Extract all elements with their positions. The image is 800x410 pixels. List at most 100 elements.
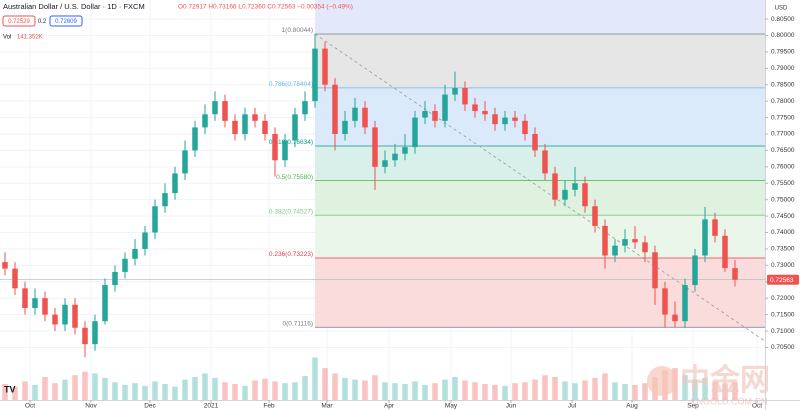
volume-bar: [552, 376, 558, 400]
y-tick-label: 0.71000: [771, 328, 795, 335]
y-tick-label: 0.74500: [771, 213, 795, 220]
fib-zone: [315, 34, 765, 88]
volume-bar: [232, 384, 238, 400]
y-tick-label: 0.70500: [771, 344, 795, 351]
candle-body: [322, 48, 328, 85]
volume-bar: [192, 376, 198, 400]
candle-body: [362, 107, 368, 128]
volume-bar: [522, 382, 528, 400]
candle-body: [132, 248, 138, 259]
volume-bar: [412, 381, 418, 400]
candle-body: [562, 189, 568, 200]
candle-body: [452, 88, 458, 95]
candle-body: [222, 101, 228, 121]
candle-body: [302, 101, 308, 115]
volume-bar: [32, 384, 38, 400]
volume-bar: [242, 385, 248, 400]
fib-label: 1(0.80044): [282, 27, 313, 34]
y-tick-label: 0.71500: [771, 311, 795, 318]
candle-body: [412, 117, 418, 148]
volume-bar: [62, 379, 68, 400]
x-tick-label: Aug: [626, 403, 638, 410]
volume-bar: [222, 382, 228, 400]
volume-bar: [212, 377, 218, 400]
volume-bar: [82, 371, 88, 400]
candle-body: [542, 150, 548, 174]
candle-body: [42, 298, 48, 315]
volume-bar: [452, 376, 458, 400]
currency[interactable]: USD: [775, 6, 788, 12]
y-tick-label: 0.79500: [771, 49, 795, 56]
volume-bar: [112, 382, 118, 400]
ask-box[interactable]: [49, 15, 83, 27]
candle-body: [692, 255, 698, 286]
candle-body: [442, 94, 448, 121]
volume-bar: [722, 383, 728, 400]
candle-body: [32, 298, 38, 309]
candle-body: [732, 268, 738, 280]
candle-body: [252, 114, 258, 121]
volume-bar: [392, 383, 398, 400]
candle-body: [722, 235, 728, 269]
candle-body: [162, 193, 168, 207]
y-tick-label: 0.77500: [771, 114, 795, 121]
fib-label: 0.5(0.75580): [276, 174, 313, 181]
fib-label: 0.786(0.78404): [269, 81, 313, 88]
ohlc: O0.72917 H0.73166 L0.72360 C0.72563 −0.0…: [178, 4, 353, 11]
volume-label: Vol: [3, 35, 11, 41]
volume-bar: [272, 381, 278, 400]
volume-bar: [252, 380, 258, 400]
candle-body: [632, 239, 638, 243]
fib-zone: [315, 258, 765, 328]
x-tick-label: Mar: [321, 403, 333, 410]
x-tick-label: Dec: [144, 403, 156, 410]
volume-bar: [322, 368, 328, 400]
fib-zone: [315, 0, 765, 35]
candle-body: [642, 242, 648, 253]
candle-body: [82, 327, 88, 345]
volume-bar: [472, 382, 478, 400]
fib-zone: [315, 180, 765, 216]
volume-bar: [262, 378, 268, 400]
candle-body: [662, 288, 668, 315]
x-tick-label: Oct: [25, 403, 35, 410]
bid-box[interactable]: [2, 15, 36, 27]
volume-bar: [52, 383, 58, 400]
y-tick-label: 0.80500: [771, 16, 795, 23]
volume-bar: [542, 375, 548, 400]
volume-bar: [72, 375, 78, 400]
y-tick-label: 0.77000: [771, 131, 795, 138]
volume-bar: [152, 381, 158, 400]
trend-line: [314, 33, 766, 342]
volume-bar: [442, 379, 448, 400]
y-tick-label: 0.73500: [771, 246, 795, 253]
candle-body: [232, 120, 238, 134]
candle-body: [402, 147, 408, 154]
volume-bar: [132, 383, 138, 400]
y-tick-label: 0.79000: [771, 65, 795, 72]
volume-bar: [372, 375, 378, 400]
candle-body: [682, 285, 688, 322]
volume-bar: [702, 377, 708, 400]
candle-body: [102, 285, 108, 322]
candle-body: [702, 219, 708, 256]
volume-bar: [362, 380, 368, 400]
volume-bar: [572, 383, 578, 400]
volume-bar: [422, 384, 428, 400]
candle-body: [92, 321, 98, 345]
candle-body: [242, 114, 248, 134]
volume-bar: [582, 380, 588, 400]
volume-bar: [712, 381, 718, 400]
candle-body: [202, 114, 208, 128]
price-axis: [766, 0, 800, 400]
volume-bar: [122, 384, 128, 400]
x-tick-label: 2021: [204, 403, 219, 410]
volume-bar: [602, 373, 608, 400]
volume-bar: [302, 376, 308, 400]
axes: 0.705000.710000.715000.720000.725000.730…: [25, 16, 799, 410]
y-tick-label: 0.76000: [771, 164, 795, 171]
candle-body: [502, 117, 508, 125]
volume-bar: [482, 384, 488, 400]
fib-label: 0.618(0.76634): [269, 139, 313, 146]
candle-body: [672, 314, 678, 322]
